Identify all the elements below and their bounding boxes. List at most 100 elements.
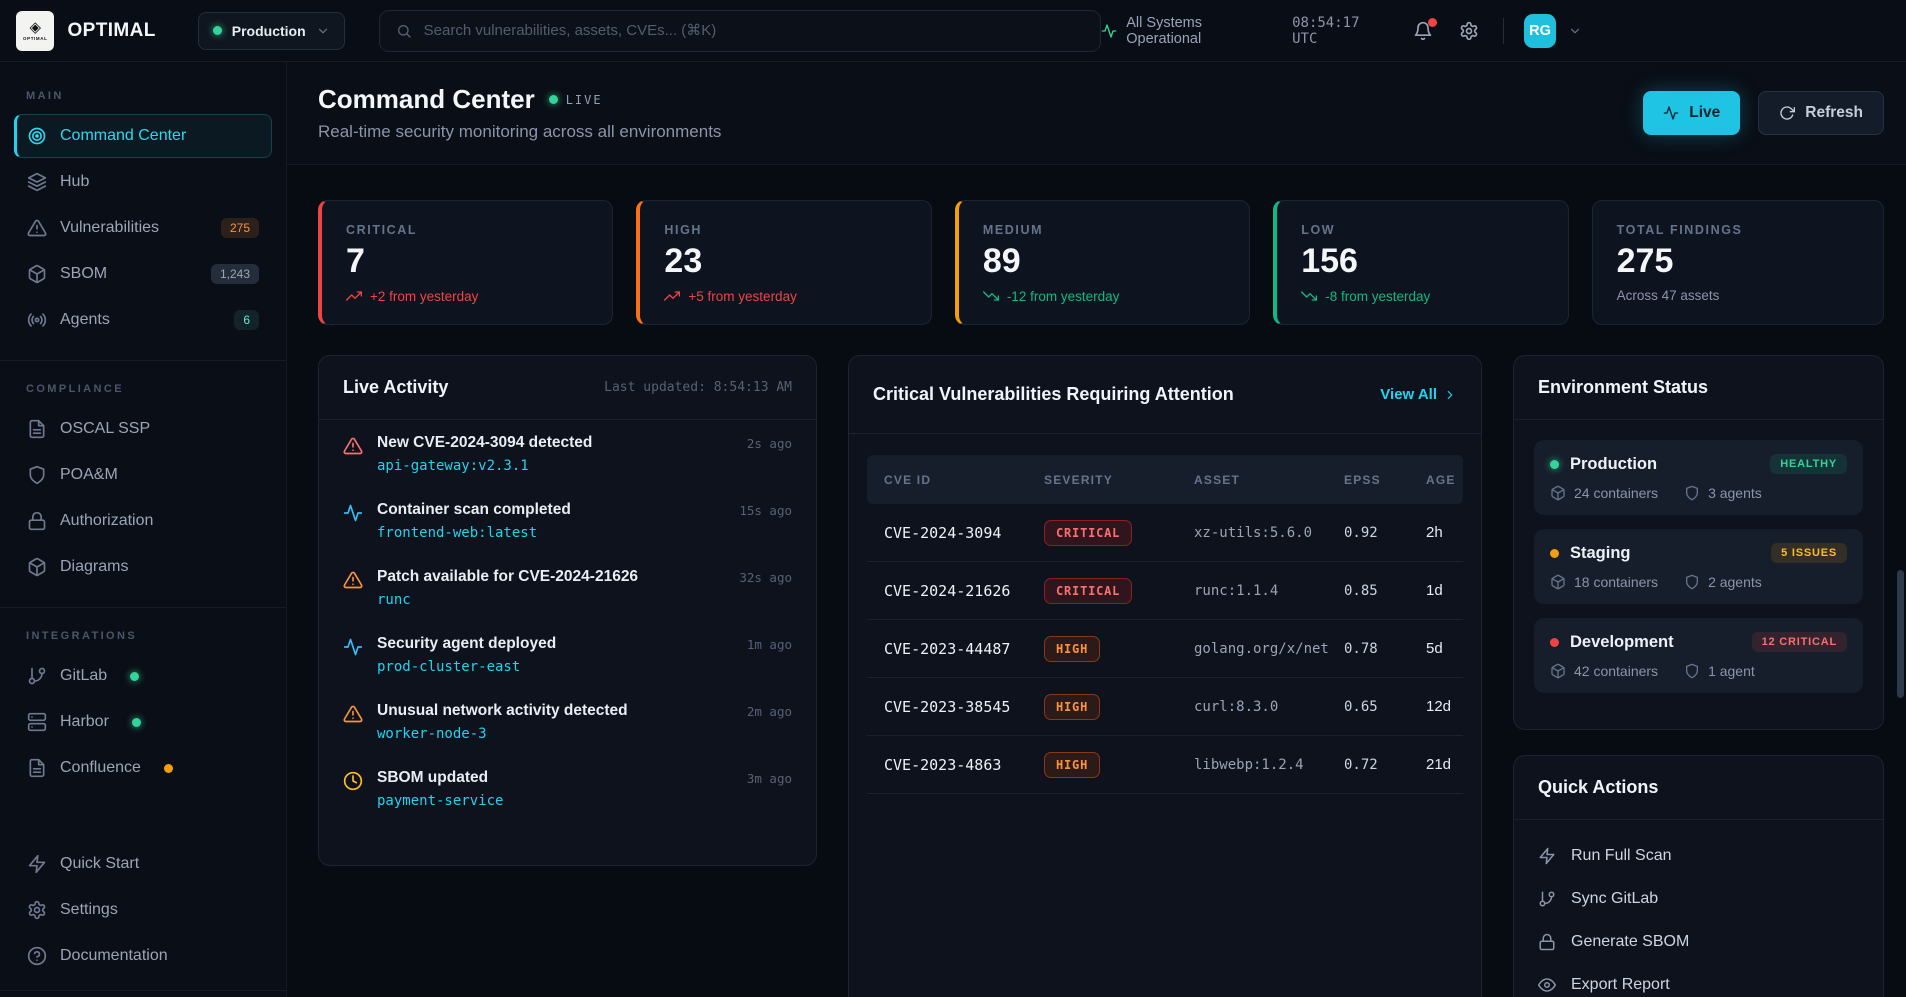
sidebar-item-diagrams[interactable]: Diagrams <box>14 545 272 589</box>
zap-icon <box>27 854 47 874</box>
package-icon <box>1550 574 1566 590</box>
activity-item[interactable]: Container scan completed frontend-web:la… <box>319 487 816 554</box>
package-icon <box>1550 663 1566 679</box>
environment-card-production[interactable]: Production HEALTHY 24 containers 3 agent… <box>1534 440 1863 515</box>
sidebar-divider <box>0 607 286 608</box>
sidebar-item-gitlab[interactable]: GitLab <box>14 654 272 698</box>
notifications-button[interactable] <box>1413 21 1433 41</box>
table-row[interactable]: CVE-2023-38545 HIGH curl:8.3.0 0.65 12d <box>867 678 1463 736</box>
shield-icon <box>1684 574 1700 590</box>
quick-action-export-report[interactable]: Export Report <box>1538 963 1859 997</box>
search-input[interactable] <box>424 22 1085 39</box>
quick-action-run-full-scan[interactable]: Run Full Scan <box>1538 834 1859 877</box>
sidebar-item-documentation[interactable]: Documentation <box>14 934 272 978</box>
live-button[interactable]: Live <box>1643 91 1740 135</box>
activity-item[interactable]: Unusual network activity detected worker… <box>319 688 816 755</box>
sidebar-item-authorization[interactable]: Authorization <box>14 499 272 543</box>
view-all-link[interactable]: View All <box>1380 386 1457 403</box>
activity-icon <box>1663 105 1679 121</box>
activity-item[interactable]: Security agent deployed prod-cluster-eas… <box>319 621 816 688</box>
sidebar-item-command-center[interactable]: Command Center <box>14 114 272 158</box>
quick-actions-title: Quick Actions <box>1538 777 1658 798</box>
environment-card-development[interactable]: Development 12 CRITICAL 42 containers 1 … <box>1534 618 1863 693</box>
activity-time: 2m ago <box>747 704 792 719</box>
global-search[interactable] <box>379 10 1102 52</box>
activity-item[interactable]: SBOM updated payment-service 3m ago <box>319 755 816 822</box>
alert-triangle-icon <box>343 704 363 724</box>
severity-badge: CRITICAL <box>1044 578 1132 604</box>
gear-icon <box>1459 21 1479 41</box>
severity-badge: CRITICAL <box>1044 520 1132 546</box>
sidebar-item-settings[interactable]: Settings <box>14 888 272 932</box>
brand-name: OPTIMAL <box>67 20 155 42</box>
activity-item[interactable]: New CVE-2024-3094 detected api-gateway:v… <box>319 420 816 487</box>
sidebar-item-confluence[interactable]: Confluence <box>14 746 272 790</box>
table-row[interactable]: CVE-2024-21626 CRITICAL runc:1.1.4 0.85 … <box>867 562 1463 620</box>
env-status-dot <box>213 26 222 35</box>
integration-status-dot <box>164 764 173 773</box>
stat-card-critical: CRITICAL 7 +2 from yesterday <box>318 200 613 325</box>
box-icon <box>27 557 47 577</box>
user-avatar[interactable]: RG <box>1524 14 1556 48</box>
sidebar-item-vulnerabilities[interactable]: Vulnerabilities 275 <box>14 206 272 250</box>
radio-icon <box>27 310 47 330</box>
table-row[interactable]: CVE-2023-4863 HIGH libwebp:1.2.4 0.72 21… <box>867 736 1463 794</box>
table-row[interactable]: CVE-2023-44487 HIGH golang.org/x/net 0.7… <box>867 620 1463 678</box>
sidebar-item-harbor[interactable]: Harbor <box>14 700 272 744</box>
diamond-icon: ◈ <box>29 20 41 35</box>
environment-selector[interactable]: Production <box>198 12 345 50</box>
trending-up-icon <box>664 288 680 304</box>
system-status-label: All Systems Operational <box>1126 15 1270 47</box>
activity-time: 32s ago <box>739 570 792 585</box>
table-row[interactable]: CVE-2024-3094 CRITICAL xz-utils:5.6.0 0.… <box>867 504 1463 562</box>
activity-item[interactable]: Patch available for CVE-2024-21626 runc … <box>319 554 816 621</box>
env-health-dot <box>1550 638 1559 647</box>
chevron-right-icon <box>1443 388 1457 402</box>
alert-triangle-icon <box>343 570 363 590</box>
sidebar-item-poam[interactable]: POA&M <box>14 453 272 497</box>
lock-icon <box>1538 933 1556 951</box>
clock-icon <box>343 771 363 791</box>
page-title: Command Center <box>318 84 535 115</box>
stat-card-total-findings: TOTAL FINDINGS 275 Across 47 assets <box>1592 200 1884 325</box>
activity-icon <box>343 503 363 523</box>
sidebar-item-oscal-ssp[interactable]: OSCAL SSP <box>14 407 272 451</box>
scrollbar-thumb[interactable] <box>1897 570 1904 698</box>
trending-down-icon <box>1301 288 1317 304</box>
settings-button[interactable] <box>1459 21 1479 41</box>
refresh-button[interactable]: Refresh <box>1758 91 1884 135</box>
env-health-dot <box>1550 460 1559 469</box>
severity-badge: HIGH <box>1044 694 1100 720</box>
env-status-badge: HEALTHY <box>1770 454 1847 474</box>
environment-card-staging[interactable]: Staging 5 ISSUES 18 containers 2 agents <box>1534 529 1863 604</box>
zap-icon <box>1538 847 1556 865</box>
sidebar-section-main: MAIN <box>14 90 272 102</box>
live-activity-title: Live Activity <box>343 377 448 398</box>
help-circle-icon <box>27 946 47 966</box>
refresh-icon <box>1779 105 1795 121</box>
count-badge: 275 <box>221 218 259 238</box>
sidebar-item-quick-start[interactable]: Quick Start <box>14 842 272 886</box>
shield-icon <box>27 465 47 485</box>
gear-icon <box>27 900 47 920</box>
target-icon <box>27 126 47 146</box>
sidebar-item-hub[interactable]: Hub <box>14 160 272 204</box>
stat-card-high: HIGH 23 +5 from yesterday <box>636 200 931 325</box>
system-status: All Systems Operational <box>1101 15 1270 47</box>
chevron-down-icon[interactable] <box>1568 24 1582 38</box>
severity-badge: HIGH <box>1044 752 1100 778</box>
quick-action-generate-sbom[interactable]: Generate SBOM <box>1538 920 1859 963</box>
live-activity-panel: Live Activity Last updated: 8:54:13 AM N… <box>318 355 817 866</box>
quick-action-sync-gitlab[interactable]: Sync GitLab <box>1538 877 1859 920</box>
count-badge: 1,243 <box>211 264 259 284</box>
sidebar-item-sbom[interactable]: SBOM 1,243 <box>14 252 272 296</box>
utc-clock: 08:54:17 UTC <box>1292 15 1387 47</box>
stat-card-low: LOW 156 -8 from yesterday <box>1273 200 1568 325</box>
activity-icon <box>1101 23 1117 39</box>
activity-time: 15s ago <box>739 503 792 518</box>
critical-vulns-panel: Critical Vulnerabilities Requiring Atten… <box>848 355 1482 997</box>
sidebar-item-agents[interactable]: Agents 6 <box>14 298 272 342</box>
env-selector-label: Production <box>232 23 306 39</box>
file-text-icon <box>27 758 47 778</box>
environment-status-panel: Environment Status Production HEALTHY <box>1513 355 1884 730</box>
